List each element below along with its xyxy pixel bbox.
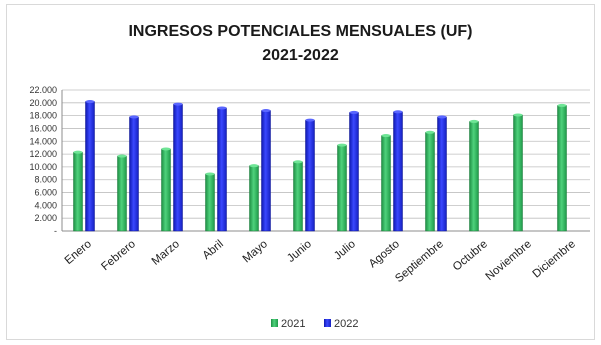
bar-2021-febrero <box>117 155 127 232</box>
bar-cap <box>513 113 523 117</box>
chart-title: INGRESOS POTENCIALES MENSUALES (UF) 2021… <box>0 20 601 68</box>
legend-label-2021: 2021 <box>281 318 305 330</box>
bar-2021-marzo <box>161 148 171 232</box>
bar-cap <box>557 103 567 107</box>
bar-2021-enero <box>73 151 83 232</box>
bar-cap <box>393 110 403 114</box>
x-tick-label: Junio <box>285 238 314 265</box>
x-tick-label: Febrero <box>99 238 138 273</box>
y-tick-label: - <box>54 226 57 236</box>
y-tick-label: 8.000 <box>34 175 57 185</box>
bar-2022-enero <box>85 101 95 232</box>
bar-2021-mayo <box>249 165 259 232</box>
bar-cap <box>425 130 435 134</box>
bar-cap <box>129 115 139 119</box>
legend-swatch-2022 <box>324 319 331 327</box>
y-tick-label: 6.000 <box>34 188 57 198</box>
bar-2022-abril <box>217 107 227 232</box>
y-tick-label: 10.000 <box>29 162 57 172</box>
chart-subtitle: 2021-2022 <box>262 47 339 64</box>
bar-cap <box>261 109 271 113</box>
y-tick-label: 2.000 <box>34 213 57 223</box>
x-tick-label: Octubre <box>451 238 490 273</box>
x-tick-label: Enero <box>63 238 94 267</box>
x-tick-label: Abril <box>201 238 226 262</box>
bar-cap <box>173 102 183 106</box>
bar-2022-agosto <box>393 111 403 232</box>
bar-2021-octubre <box>469 121 479 232</box>
bar-2022-marzo <box>173 103 183 232</box>
bar-cap <box>381 134 391 138</box>
y-tick-label: 4.000 <box>34 200 57 210</box>
bar-cap <box>85 100 95 104</box>
bar-cap <box>293 160 303 164</box>
bar-cap <box>337 143 347 147</box>
bar-cap <box>217 106 227 110</box>
y-tick-label: 16.000 <box>29 123 57 133</box>
legend-swatch-2021 <box>271 319 278 327</box>
y-tick-label: 14.000 <box>29 136 57 146</box>
bar-2022-julio <box>349 112 359 232</box>
bars <box>73 100 567 232</box>
bar-2021-noviembre <box>513 114 523 232</box>
bar-cap <box>305 118 315 122</box>
bar-cap <box>349 110 359 114</box>
y-tick-label: 12.000 <box>29 149 57 159</box>
bar-2021-abril <box>205 173 215 232</box>
bar-2021-junio <box>293 161 303 232</box>
x-tick-label: Marzo <box>150 238 182 268</box>
bar-cap <box>73 150 83 154</box>
bar-cap <box>249 164 259 168</box>
axes <box>61 90 590 232</box>
x-tick-label: Noviembre <box>484 238 534 283</box>
bar-cap <box>469 119 479 123</box>
bar-2021-septiembre <box>425 132 435 232</box>
bar-2021-agosto <box>381 135 391 232</box>
bar-cap <box>437 115 447 119</box>
y-tick-label: 20.000 <box>29 98 57 108</box>
x-tick-label: Julio <box>332 238 358 262</box>
x-tick-label: Mayo <box>241 238 270 265</box>
x-tick-label: Septiembre <box>393 238 446 285</box>
bar-cap <box>161 147 171 151</box>
y-tick-label: 18.000 <box>29 111 57 121</box>
bar-2022-junio <box>305 119 315 232</box>
chart-title-main: INGRESOS POTENCIALES MENSUALES (UF) <box>128 23 473 40</box>
bar-2022-febrero <box>129 116 139 232</box>
bar-2022-septiembre <box>437 116 447 232</box>
legend: 2021 2022 <box>271 318 358 330</box>
bar-cap <box>205 172 215 176</box>
y-tick-label: 22.000 <box>29 85 57 95</box>
x-tick-label: Diciembre <box>531 238 578 280</box>
tick-labels: 22.000 20.000 18.000 16.000 14.000 12.000 10.0… <box>29 85 577 285</box>
gridlines <box>62 89 590 232</box>
bar-2022-mayo <box>261 110 271 232</box>
legend-label-2022: 2022 <box>334 318 358 330</box>
bar-cap <box>117 154 127 158</box>
x-tick-label: Agosto <box>367 238 402 270</box>
bar-2021-diciembre <box>557 105 567 232</box>
bar-2021-julio <box>337 144 347 232</box>
